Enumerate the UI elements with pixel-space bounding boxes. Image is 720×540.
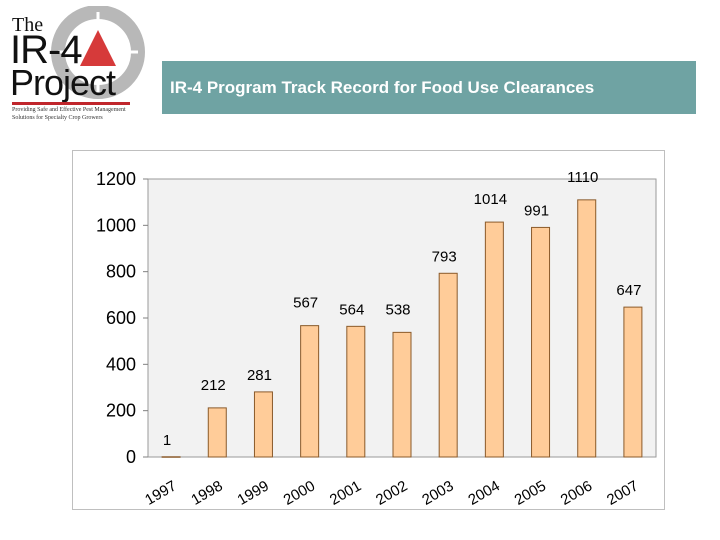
y-tick-label: 0 [126, 447, 136, 467]
bar-1997 [161, 456, 181, 458]
logo-underline [12, 102, 130, 105]
y-tick-label: 1200 [96, 169, 136, 189]
x-tick-label-2007: 2007 [604, 477, 641, 508]
bar-2006 [577, 199, 597, 458]
data-label-2000: 567 [293, 295, 318, 312]
ir4-logo: The IR-4 Project Providing Safe and Effe… [6, 6, 156, 134]
x-tick-label-2001: 2001 [327, 477, 364, 508]
bar-1999 [253, 391, 273, 458]
bar-2005 [531, 226, 551, 458]
x-tick-label-2006: 2006 [558, 477, 595, 508]
logo-triangle-icon [80, 30, 116, 66]
x-tick-label-2003: 2003 [419, 477, 456, 508]
data-label-2001: 564 [339, 301, 364, 318]
data-label-2002: 538 [385, 301, 410, 318]
x-tick-label-2005: 2005 [512, 477, 549, 508]
x-tick-label-2004: 2004 [465, 477, 502, 508]
page-title: IR-4 Program Track Record for Food Use C… [170, 77, 595, 97]
x-tick-label-1999: 1999 [235, 477, 272, 508]
title-bar: IR-4 Program Track Record for Food Use C… [162, 61, 696, 114]
bar-chart: 0200400600800100012001199721219982811999… [96, 169, 657, 509]
bar-2004 [484, 221, 504, 458]
bar-2002 [392, 331, 412, 458]
y-tick-label: 600 [106, 308, 136, 328]
bar-2007 [623, 306, 643, 458]
logo-text-ir4: IR-4 [10, 28, 83, 72]
y-tick-label: 400 [106, 354, 136, 374]
data-label-1997: 1 [163, 432, 171, 449]
data-label-2005: 991 [524, 202, 549, 219]
data-label-2007: 647 [616, 282, 641, 299]
y-tick-label: 200 [106, 401, 136, 421]
data-label-1998: 212 [201, 377, 226, 394]
bar-2000 [300, 325, 320, 458]
x-tick-label-2000: 2000 [281, 477, 318, 508]
x-tick-label-1998: 1998 [188, 477, 225, 508]
logo-text-project: Project [10, 62, 116, 103]
y-tick-label: 1000 [96, 215, 136, 235]
data-label-2003: 793 [432, 248, 457, 265]
x-tick-label-1997: 1997 [142, 477, 179, 508]
data-label-2004: 1014 [474, 191, 507, 208]
x-tick-label-2002: 2002 [373, 477, 410, 508]
y-tick-label: 800 [106, 262, 136, 282]
chart-frame: 0 200 400 600 800 1000 1200 1 1997 212 1998 281 1999… [72, 150, 665, 510]
bar-1998 [207, 407, 227, 458]
bar-2001 [346, 325, 366, 458]
data-label-2006: 1110 [567, 169, 598, 186]
logo-tagline: Providing Safe and Effective Pest Manage… [12, 107, 126, 121]
data-label-1999: 281 [247, 367, 272, 384]
logo-text-the: The [12, 14, 44, 36]
bar-2003 [438, 272, 458, 458]
logo-emblem [51, 6, 145, 99]
